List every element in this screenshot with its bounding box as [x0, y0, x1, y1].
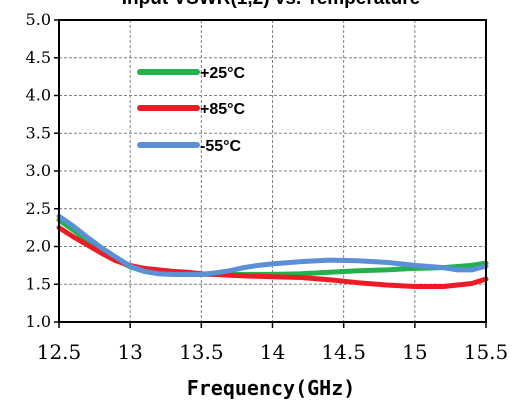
x-tick-label: 14.5 [321, 340, 366, 364]
y-tick-label: 5.0 [26, 10, 51, 29]
y-axis-ticks: 1.0 1.5 2.0 2.5 3.0 3.5 4.0 4.5 5.0 [26, 10, 59, 331]
y-tick-label: 4.5 [26, 48, 51, 67]
legend-label: -55°C [200, 138, 242, 155]
x-tick-label: 13 [117, 340, 142, 364]
x-axis-label: Frequency(GHz) [187, 376, 356, 400]
y-tick-label: 4.0 [26, 86, 51, 105]
x-tick-label: 13.5 [179, 340, 224, 364]
y-tick-label: 3.0 [26, 161, 51, 180]
series-line-3 [56, 213, 489, 277]
x-axis-ticks: 12.5 13 13.5 14 14.5 15 15.5 [37, 322, 509, 364]
x-tick-label: 12.5 [37, 340, 82, 364]
x-tick-label: 14 [260, 340, 285, 364]
y-tick-label: 2.5 [26, 199, 51, 218]
x-tick-label: 15.5 [464, 340, 509, 364]
y-tick-label: 1.0 [26, 312, 51, 331]
y-tick-label: 3.5 [26, 123, 51, 142]
series-layer [56, 213, 489, 289]
legend-label: +85°C [200, 101, 246, 118]
x-tick-label: 15 [402, 340, 427, 364]
legend-label: +25°C [200, 65, 246, 82]
legend: +25°C +85°C -55°C [137, 65, 246, 155]
chart-title: Input VSWR(1,2) vs. Temperature [122, 0, 420, 9]
y-tick-label: 1.5 [26, 274, 51, 293]
y-tick-label: 2.0 [26, 237, 51, 256]
